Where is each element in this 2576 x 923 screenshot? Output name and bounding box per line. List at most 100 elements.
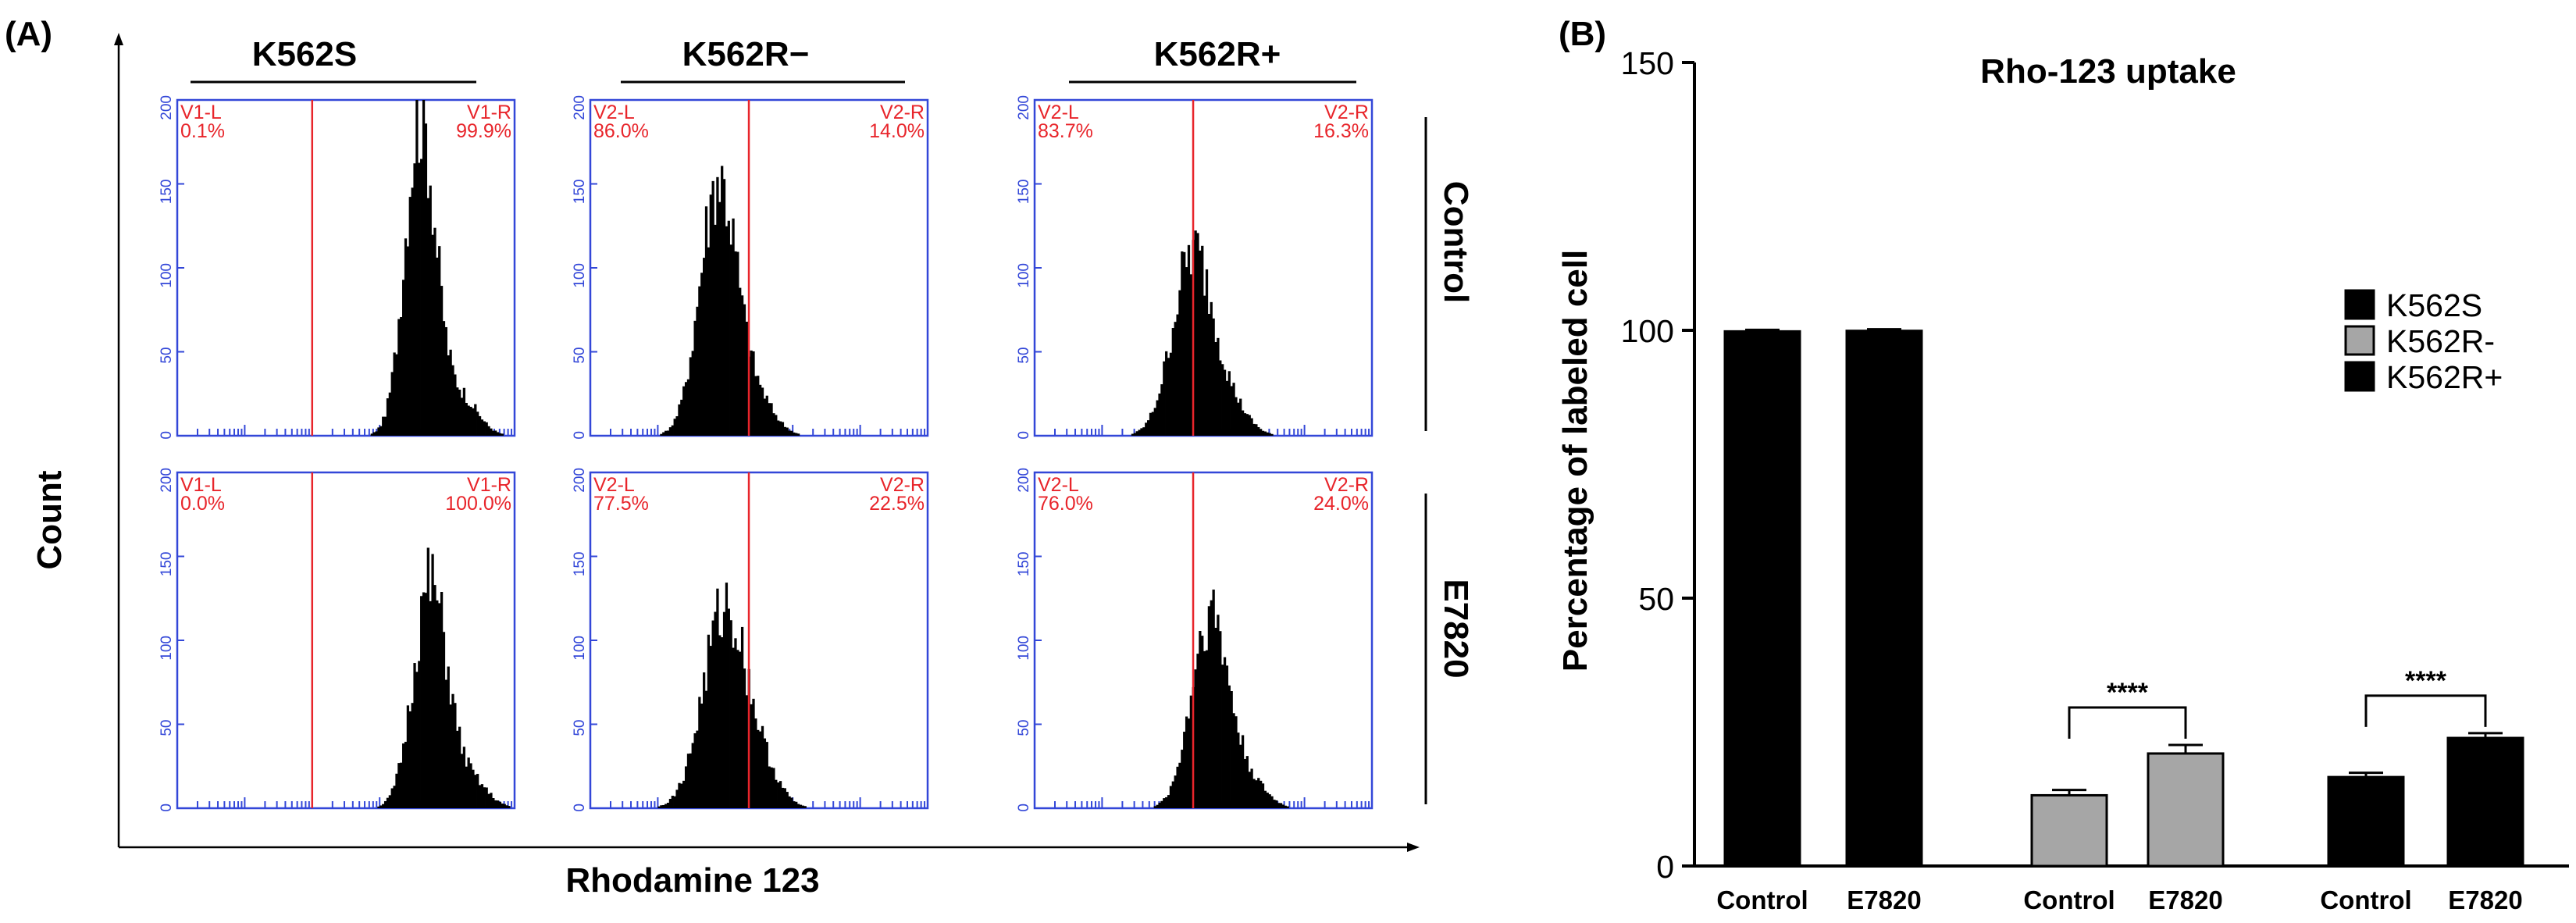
histogram-bar bbox=[1252, 779, 1256, 808]
histogram-bar bbox=[467, 405, 470, 436]
histogram-y-tick-label: 200 bbox=[572, 95, 588, 120]
histogram-bar bbox=[729, 244, 732, 436]
bar-chart-x-tick-label: Control bbox=[2023, 886, 2115, 914]
histogram-bar bbox=[709, 646, 712, 808]
histogram-bar bbox=[377, 427, 380, 436]
gate-right-label: V2-R bbox=[1324, 102, 1369, 123]
histogram-bar bbox=[696, 306, 699, 436]
histogram-panel: 0 50 100 150 200 V2-L86.0% V2-R14.0% bbox=[572, 95, 929, 440]
histogram-bar bbox=[420, 596, 423, 808]
histogram-bar bbox=[472, 408, 475, 436]
histogram-bar bbox=[408, 197, 412, 437]
histogram-bar bbox=[424, 123, 428, 437]
histogram-bar bbox=[725, 583, 729, 808]
histogram-bar bbox=[1223, 369, 1227, 436]
histogram-bar bbox=[1142, 427, 1145, 436]
gate-left-label: V2-L bbox=[1038, 102, 1079, 123]
bar bbox=[2147, 752, 2225, 868]
histogram-bar bbox=[397, 319, 401, 436]
histogram-bar bbox=[444, 679, 447, 808]
histogram-bar bbox=[1219, 631, 1222, 808]
histogram-bar bbox=[666, 803, 670, 808]
histogram-bar bbox=[449, 704, 452, 808]
histogram-panel: 0 50 100 150 200 V2-L83.7% V2-R16.3% bbox=[1016, 95, 1374, 440]
histogram-bar bbox=[660, 805, 663, 808]
histogram-bar bbox=[772, 413, 775, 436]
histogram-bar bbox=[1279, 803, 1283, 808]
histogram-bar bbox=[501, 433, 504, 436]
histogram-bar bbox=[1147, 420, 1150, 436]
histogram-bar bbox=[465, 402, 468, 436]
histogram-bar bbox=[768, 403, 771, 436]
histogram-bar bbox=[700, 273, 704, 436]
histogram-bar bbox=[393, 786, 396, 808]
histogram-bar bbox=[1185, 267, 1188, 436]
histogram-y-tick-label: 0 bbox=[572, 804, 588, 812]
histogram-y-tick-label: 50 bbox=[572, 347, 588, 364]
histogram-y-tick-label: 0 bbox=[1016, 431, 1032, 440]
histogram-bar bbox=[1259, 780, 1263, 808]
histogram-bar bbox=[707, 247, 711, 436]
histogram-bar bbox=[1135, 431, 1138, 436]
histogram-bar bbox=[763, 398, 767, 436]
histogram-bar bbox=[480, 419, 484, 436]
histogram-bar bbox=[422, 100, 426, 436]
histogram-bar bbox=[404, 741, 408, 808]
histogram-bar bbox=[1199, 250, 1202, 436]
histogram-bar bbox=[1248, 415, 1251, 436]
histogram-bar bbox=[666, 430, 670, 436]
histogram-bar bbox=[1268, 794, 1271, 808]
histogram-bar bbox=[711, 180, 714, 436]
histogram-bar bbox=[722, 179, 726, 436]
histogram-bar bbox=[721, 637, 724, 808]
histogram-bar bbox=[379, 805, 383, 808]
histogram-bar bbox=[492, 798, 495, 808]
histogram-bar bbox=[1210, 301, 1213, 436]
histogram-bar bbox=[796, 433, 800, 436]
histogram-bar bbox=[1185, 716, 1188, 808]
histogram-bar bbox=[1245, 756, 1249, 808]
histogram-bar bbox=[1241, 735, 1245, 808]
column-header-k562r-plus: K562R+ bbox=[1154, 35, 1281, 73]
bar-chart-x-tick-label: E7820 bbox=[2148, 886, 2222, 914]
histogram-bar bbox=[1230, 691, 1233, 808]
histogram-bar bbox=[1187, 244, 1191, 436]
legend-label: K562S bbox=[2386, 287, 2482, 323]
histogram-bar bbox=[429, 600, 432, 808]
histogram-bar bbox=[402, 743, 405, 808]
histogram-bar bbox=[408, 711, 412, 808]
histogram-bar bbox=[779, 781, 782, 808]
histogram-bar bbox=[490, 793, 493, 808]
histogram-bar bbox=[382, 804, 385, 808]
bar bbox=[1723, 330, 1801, 868]
histogram-bar bbox=[721, 166, 724, 437]
gate-right-label: V1-R bbox=[467, 474, 511, 496]
histogram-bar bbox=[1153, 806, 1156, 808]
histogram-bar bbox=[668, 798, 672, 808]
histogram-bar bbox=[478, 415, 482, 436]
histogram-y-tick-label: 200 bbox=[159, 468, 175, 493]
histogram-bar bbox=[691, 743, 694, 808]
histogram-bar bbox=[508, 806, 511, 808]
histogram-bar bbox=[397, 763, 401, 808]
histogram-bar bbox=[1241, 410, 1245, 436]
histogram-bar bbox=[1243, 413, 1247, 436]
histogram-bar bbox=[660, 433, 663, 436]
histogram-bar bbox=[743, 668, 746, 808]
histogram-bar bbox=[1187, 718, 1191, 808]
histogram-bar bbox=[388, 392, 391, 436]
histogram-bar bbox=[664, 804, 668, 808]
histogram-bar bbox=[426, 198, 429, 436]
histogram-bar bbox=[1239, 744, 1242, 808]
bar bbox=[2030, 793, 2108, 868]
histogram-y-tick-label: 0 bbox=[159, 431, 175, 440]
histogram-bar bbox=[1221, 364, 1224, 436]
histogram-panel: 0 50 100 150 200 V1-L0.1% V1-R99.9% bbox=[159, 95, 516, 440]
histogram-bar bbox=[1181, 750, 1184, 808]
histogram-y-tick-label: 150 bbox=[572, 552, 588, 577]
gate-left-percent: 0.1% bbox=[180, 120, 225, 142]
histogram-bar bbox=[779, 421, 782, 436]
histogram-bar bbox=[788, 796, 791, 808]
histogram-y-tick-label: 200 bbox=[159, 95, 175, 120]
row-label-e7820: E7820 bbox=[1437, 579, 1475, 678]
